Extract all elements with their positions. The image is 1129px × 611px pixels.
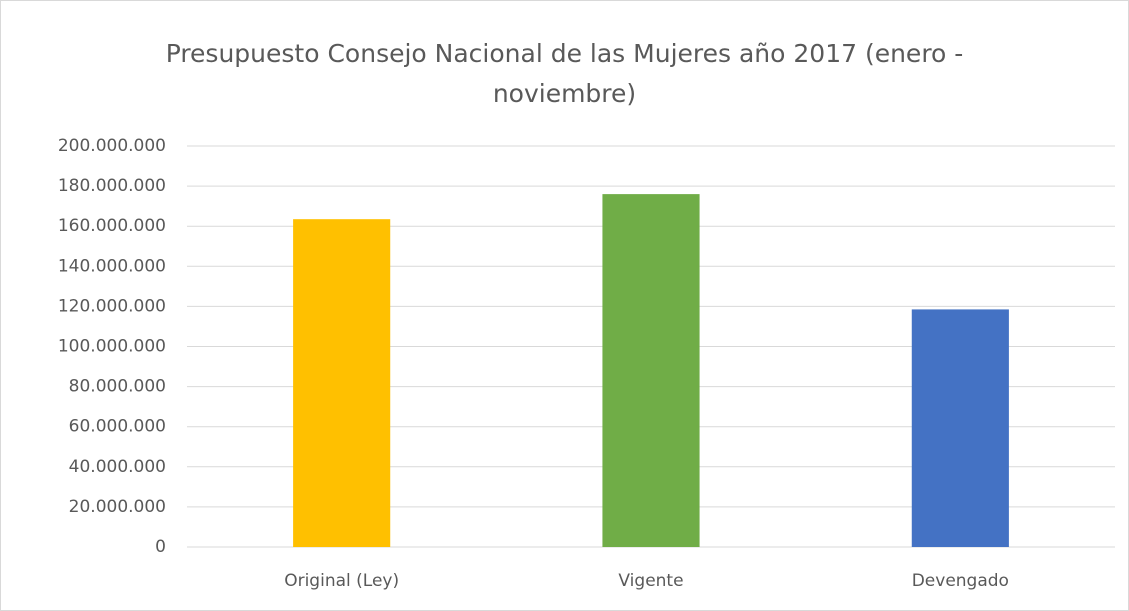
y-tick-label: 60.000.000 <box>69 417 166 437</box>
chart-title: Presupuesto Consejo Nacional de las Muje… <box>165 39 964 108</box>
bar <box>911 309 1009 547</box>
x-tick-label: Original (Ley) <box>284 571 399 591</box>
y-tick-label: 80.000.000 <box>69 377 166 397</box>
y-tick-label: 180.000.000 <box>58 176 166 196</box>
y-tick-label: 20.000.000 <box>69 497 166 517</box>
y-tick-label: 40.000.000 <box>69 457 166 477</box>
y-tick-label: 100.000.000 <box>58 337 166 357</box>
y-tick-label: 120.000.000 <box>58 296 166 316</box>
y-tick-label: 160.000.000 <box>58 216 166 236</box>
y-tick-label: 0 <box>155 537 166 557</box>
y-tick-label: 140.000.000 <box>58 256 166 276</box>
bar <box>293 219 391 547</box>
x-tick-label: Devengado <box>912 571 1009 591</box>
bar <box>602 194 700 547</box>
x-tick-label: Vigente <box>618 571 683 591</box>
y-tick-label: 200.000.000 <box>58 136 166 156</box>
